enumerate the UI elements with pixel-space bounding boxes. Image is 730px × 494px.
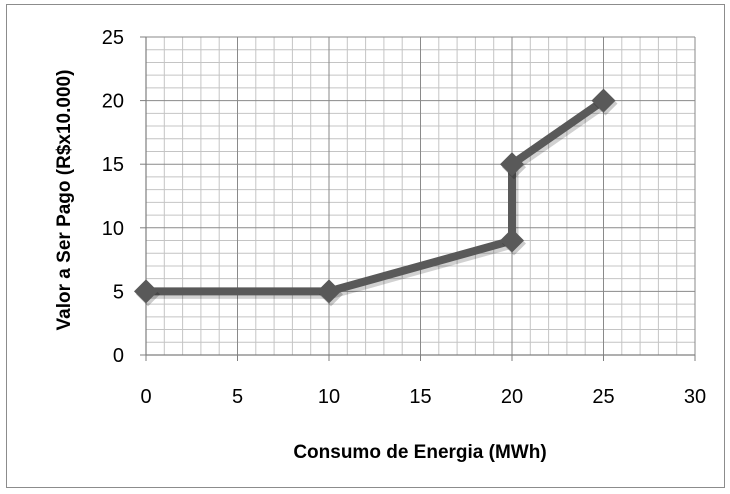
y-tick-label: 0 (113, 345, 124, 367)
y-tick-label: 15 (102, 154, 124, 176)
y-tick-label: 10 (102, 218, 124, 240)
y-tick-label: 25 (102, 27, 124, 49)
x-tick-label: 20 (501, 386, 523, 408)
data-point-marker (317, 279, 341, 304)
x-tick-label: 25 (592, 386, 614, 408)
x-axis-title: Consumo de Energia (MWh) (293, 442, 546, 463)
major-grid (145, 36, 696, 356)
x-tick-labels: 0 5 10 15 20 25 30 (140, 386, 706, 408)
y-tick-labels: 0 5 10 15 20 25 (102, 27, 124, 367)
data-point-marker (500, 228, 524, 253)
data-point-marker (134, 279, 158, 304)
y-tick-label: 20 (102, 91, 124, 113)
x-tick-label: 5 (232, 386, 243, 408)
data-point-marker (591, 88, 616, 113)
y-axis-title: Valor a Ser Pago (R$x10.000) (54, 70, 75, 331)
data-point-marker (500, 152, 524, 177)
y-tick-label: 5 (113, 281, 124, 303)
x-tick-label: 30 (684, 386, 706, 408)
x-tick-label: 10 (318, 386, 340, 408)
x-tick-label: 0 (140, 386, 151, 408)
axis-ticks (140, 36, 696, 361)
series-layer (134, 88, 618, 307)
series-line (142, 96, 608, 296)
x-tick-label: 15 (409, 386, 431, 408)
